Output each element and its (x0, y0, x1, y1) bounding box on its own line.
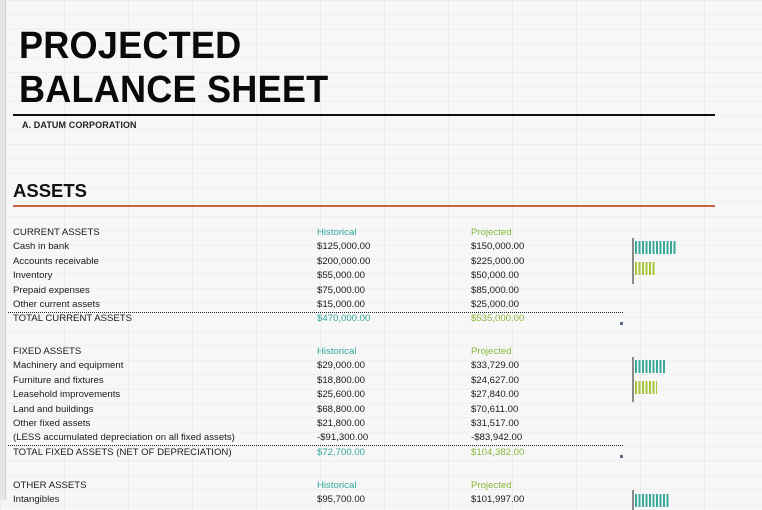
row-label: Cash in bank (13, 241, 69, 253)
total-row[interactable]: TOTAL CURRENT ASSETS $470,000.00 $535,00… (0, 312, 762, 326)
historical-value[interactable]: $75,000.00 (317, 284, 366, 296)
table-row[interactable]: Inventory $55,000.00 $50,000.00 (0, 269, 762, 283)
historical-value[interactable]: $55,000.00 (317, 270, 366, 282)
projected-total[interactable]: $535,000.00 (471, 313, 525, 325)
section-divider (13, 205, 715, 207)
table-resize-handle[interactable] (620, 455, 623, 458)
table-header-row: FIXED ASSETS Historical Projected (0, 345, 762, 359)
historical-value[interactable]: $95,700.00 (317, 494, 366, 506)
historical-column-header[interactable]: Historical (317, 227, 357, 238)
historical-value[interactable]: $18,800.00 (317, 374, 366, 386)
table-row[interactable]: Prepaid expenses $75,000.00 $85,000.00 (0, 284, 762, 298)
title-line-2: BALANCE SHEET (19, 69, 329, 111)
title-line-1: PROJECTED (19, 25, 242, 67)
row-label: (LESS accumulated depreciation on all fi… (13, 432, 235, 444)
total-label: TOTAL FIXED ASSETS (NET OF DEPRECIATION) (13, 446, 232, 458)
row-label: Other current assets (13, 299, 100, 310)
projected-value[interactable]: $85,000.00 (471, 284, 520, 296)
historical-value[interactable]: $29,000.00 (317, 360, 366, 372)
table-row[interactable]: Other fixed assets $21,800.00 $31,517.00 (0, 417, 762, 431)
row-label: Other fixed assets (13, 418, 91, 429)
historical-total[interactable]: $72,700.00 (317, 446, 366, 458)
projected-value[interactable]: $31,517.00 (471, 418, 520, 429)
historical-value[interactable]: $25,600.00 (317, 389, 366, 401)
table-row[interactable]: Cash in bank $125,000.00 $150,000.00 (0, 240, 762, 254)
projected-value[interactable]: $27,840.00 (471, 389, 520, 401)
projected-value[interactable]: $225,000.00 (471, 255, 525, 267)
historical-value[interactable]: -$91,300.00 (317, 432, 369, 444)
row-label: Land and buildings (13, 403, 94, 415)
table-row[interactable]: Other current assets $15,000.00 $25,000.… (0, 298, 762, 312)
historical-column-header[interactable]: Historical (317, 346, 357, 357)
section-title-assets[interactable]: ASSETS (13, 180, 88, 201)
projected-value[interactable]: $50,000.00 (471, 270, 520, 282)
historical-value[interactable]: $200,000.00 (317, 255, 371, 267)
sparkline-axis (632, 357, 634, 402)
table-header-row: OTHER ASSETS Historical Projected (0, 479, 762, 493)
historical-bar (635, 241, 676, 254)
projected-column-header[interactable]: Projected (471, 227, 512, 238)
sparkline-axis (632, 490, 634, 510)
title-divider (13, 114, 715, 116)
projected-value[interactable]: $24,627.00 (471, 374, 520, 386)
row-label: Leasehold improvements (13, 389, 121, 401)
row-label: Prepaid expenses (13, 284, 90, 296)
historical-value[interactable]: $15,000.00 (317, 299, 366, 310)
sparkline-axis (632, 238, 634, 284)
table-row[interactable]: Machinery and equipment $29,000.00 $33,7… (0, 359, 762, 373)
total-divider (8, 445, 623, 447)
projected-value[interactable]: $33,729.00 (471, 360, 520, 372)
projected-column-header[interactable]: Projected (471, 480, 512, 491)
projected-bar (635, 262, 656, 275)
table-row[interactable]: (LESS accumulated depreciation on all fi… (0, 431, 762, 445)
projected-column-header[interactable]: Projected (471, 346, 512, 357)
table-resize-handle[interactable] (620, 322, 623, 325)
table-row[interactable]: Land and buildings $68,800.00 $70,611.00 (0, 403, 762, 417)
row-label: Inventory (13, 270, 53, 282)
historical-column-header[interactable]: Historical (317, 480, 357, 491)
row-label: Intangibles (13, 494, 60, 506)
table-header-row: CURRENT ASSETS Historical Projected (0, 226, 762, 240)
historical-bar (635, 360, 666, 373)
company-name[interactable]: A. DATUM CORPORATION (22, 120, 137, 130)
total-divider (8, 312, 623, 313)
row-label: Accounts receivable (13, 255, 99, 267)
historical-bar (635, 494, 669, 507)
projected-total[interactable]: $104,382.00 (471, 446, 525, 458)
total-label: TOTAL CURRENT ASSETS (13, 313, 133, 325)
historical-total[interactable]: $470,000.00 (317, 313, 371, 325)
page-title: PROJECTED BALANCE SHEET (19, 24, 328, 112)
other-assets-header[interactable]: OTHER ASSETS (13, 480, 87, 491)
projected-value[interactable]: -$83,942.00 (471, 432, 523, 444)
historical-value[interactable]: $21,800.00 (317, 418, 366, 429)
projected-bar (635, 381, 657, 394)
projected-value[interactable]: $70,611.00 (471, 403, 519, 415)
current-assets-header[interactable]: CURRENT ASSETS (13, 227, 100, 238)
projected-value[interactable]: $150,000.00 (471, 241, 525, 253)
row-label: Machinery and equipment (13, 360, 124, 372)
row-label: Furniture and fixtures (13, 374, 104, 386)
historical-value[interactable]: $125,000.00 (317, 241, 371, 253)
projected-value[interactable]: $101,997.00 (471, 494, 525, 506)
historical-value[interactable]: $68,800.00 (317, 403, 366, 415)
fixed-assets-header[interactable]: FIXED ASSETS (13, 346, 82, 357)
table-row[interactable]: Furniture and fixtures $18,800.00 $24,62… (0, 374, 762, 388)
row-header-edge (0, 0, 6, 500)
projected-value[interactable]: $25,000.00 (471, 299, 520, 310)
total-row[interactable]: TOTAL FIXED ASSETS (NET OF DEPRECIATION)… (0, 446, 762, 460)
table-row[interactable]: Leasehold improvements $25,600.00 $27,84… (0, 388, 762, 402)
table-row[interactable]: Accounts receivable $200,000.00 $225,000… (0, 255, 762, 269)
